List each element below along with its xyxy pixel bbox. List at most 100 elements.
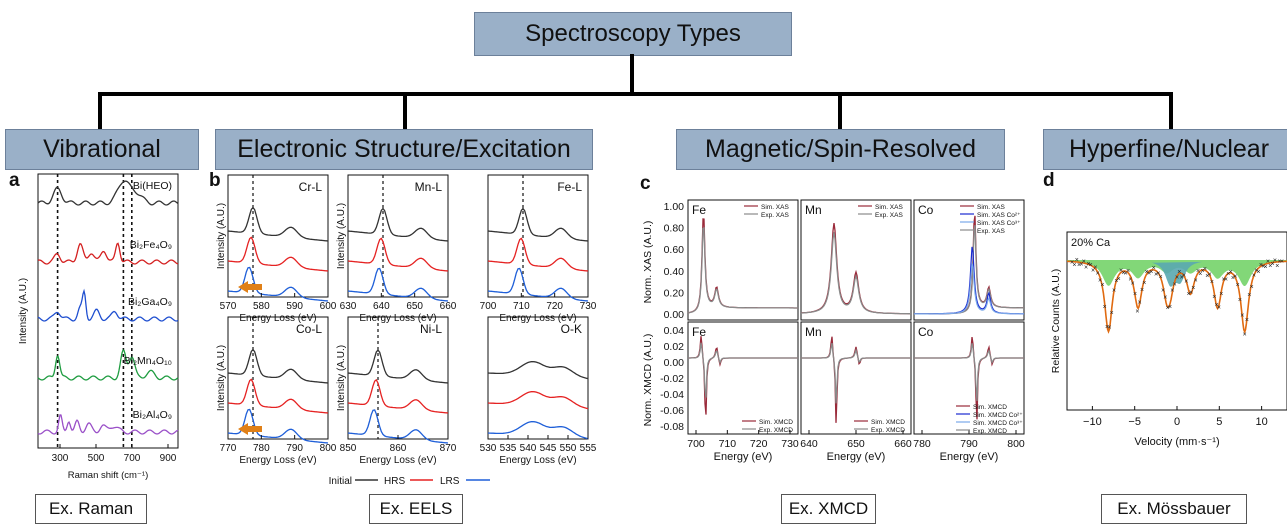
xmcd-series-2-exp [914, 343, 1024, 401]
xmcd-series-0-exp [688, 342, 798, 398]
mossbauer-data-point: × [1126, 268, 1130, 275]
mossbauer-data-point: × [1184, 278, 1188, 285]
mossbauer-data-point: × [1226, 271, 1230, 278]
mossbauer-data-point: × [1077, 262, 1081, 269]
xas-ytick-label-5: 0.00 [664, 309, 685, 321]
mossbauer-data-point: × [1187, 291, 1191, 298]
xas-element-label-2: Co [918, 203, 934, 217]
tree-connector-hyperfine [1169, 92, 1173, 130]
raman-sample-label-1: Bi₂Fe₄O₉ [130, 239, 172, 251]
eels-xlabel-4: Energy Loss (eV) [359, 455, 436, 466]
mossbauer-data-point: × [1205, 273, 1209, 280]
eels-xtick-label-2-3: 730 [580, 301, 597, 312]
eels-edge-label-3: Co-L [296, 322, 322, 336]
eels-ylabel-3: Intensity (A.U.) [216, 345, 227, 411]
xmcd-ytick-label-0: 0.04 [664, 325, 685, 337]
eels-xtick-label-4-2: 870 [440, 443, 457, 454]
xas-element-label-1: Mn [805, 203, 822, 217]
eels-xtick-label-4-1: 860 [390, 443, 407, 454]
eels-xtick-label-0-0: 570 [220, 301, 237, 312]
tree-connector-magnetic [838, 92, 842, 130]
raman-series-2 [37, 288, 179, 322]
example-eels-label: Ex. EELS [369, 494, 463, 524]
mossbauer-data-point: × [1121, 270, 1125, 277]
eels-xlabel-0: Energy Loss (eV) [239, 313, 316, 324]
raman-sample-label-2: Bi₂Ga₄O₉ [128, 296, 172, 308]
mossbauer-data-point: × [1203, 266, 1207, 273]
raman-xtick-label-1: 500 [88, 453, 105, 464]
eels-edge-label-5: O-K [561, 322, 582, 336]
xmcd-ytick-label-4: -0.04 [660, 389, 684, 401]
eels-xtick-label-5-1: 535 [500, 443, 517, 454]
xmcd-xtick-label-0-2: 720 [750, 438, 768, 450]
eels-xtick-label-5-0: 530 [480, 443, 497, 454]
xas-ytick-label-0: 1.00 [664, 201, 685, 213]
mossbauer-data-point: × [1233, 273, 1237, 280]
mossbauer-data-point: × [1231, 275, 1235, 282]
mossbauer-data-point: × [1210, 279, 1214, 286]
mossbauer-data-point: × [1198, 271, 1202, 278]
mossbauer-data-point: × [1105, 324, 1109, 331]
xmcd-ylabel: Norm. XMCD (A.U.) [642, 334, 654, 427]
xas-series-0-exp [687, 226, 798, 314]
xmcd-element-label-1: Mn [805, 325, 822, 339]
mossbauer-data-point: × [1219, 291, 1223, 298]
mossbauer-xtick-label-3: 5 [1216, 416, 1222, 428]
mossbauer-data-point: × [1280, 259, 1284, 266]
mossbauer-data-point: × [1245, 317, 1249, 324]
eels-frame-co-l [227, 316, 329, 440]
eels-xtick-label-0-1: 580 [253, 301, 270, 312]
mossbauer-data-point: × [1128, 277, 1132, 284]
mossbauer-data-point: × [1229, 269, 1233, 276]
mossbauer-data-point: × [1208, 272, 1212, 279]
mossbauer-sextet-fill [1067, 260, 1287, 286]
mossbauer-data-point: × [1145, 269, 1149, 276]
eels-edge-label-2: Fe-L [557, 180, 582, 194]
xmcd-xtick-label-2-0: 780 [913, 438, 931, 450]
panel-a-letter: a [9, 170, 20, 191]
mossbauer-data-point: × [1124, 271, 1128, 278]
eels-legend-lrs-label: LRS [440, 476, 460, 487]
xas-legend-fe-label-1: Exp. XAS [761, 212, 789, 219]
mossbauer-data-point: × [1170, 287, 1174, 294]
mossbauer-data-point: × [1112, 287, 1116, 294]
xas-legend-co-label-0: Sim. XAS [977, 204, 1005, 211]
eels-series-3-0 [227, 348, 329, 384]
root-title: Spectroscopy Types [474, 12, 792, 56]
category-electronic-structure: Electronic Structure/Excitation [215, 129, 593, 170]
mossbauer-data-point: × [1191, 285, 1195, 292]
mossbauer-data-point: × [1194, 278, 1198, 285]
mossbauer-data-point: × [1236, 282, 1240, 289]
eels-xtick-label-1-2: 650 [406, 301, 423, 312]
raman-sample-label-0: Bi(HEO) [133, 180, 172, 192]
mossbauer-data-point: × [1254, 267, 1258, 274]
panel-d-letter: d [1043, 170, 1055, 191]
xas-ytick-label-2: 0.60 [664, 244, 685, 256]
eels-series-1-0 [347, 207, 449, 242]
xas-legend-mn-label-1: Exp. XAS [875, 212, 903, 219]
eels-xtick-label-3-3: 800 [320, 443, 337, 454]
eels-series-5-2 [487, 420, 589, 440]
mossbauer-data-point: × [1268, 263, 1272, 270]
eels-series-2-2 [487, 267, 589, 302]
xmcd-legend-co-label-2: Sim. XMCD Co³⁺ [973, 420, 1023, 427]
mossbauer-data-point: × [1182, 273, 1186, 280]
xmcd-legend-co-label-0: Sim. XMCD [973, 404, 1007, 411]
mossbauer-data-point: × [1161, 287, 1165, 294]
mossbauer-data-point: × [1100, 282, 1104, 289]
mossbauer-data-point: × [1273, 258, 1277, 265]
mossbauer-data-point: × [1252, 272, 1256, 279]
eels-xtick-label-1-3: 660 [440, 301, 457, 312]
eels-xtick-label-5-2: 540 [520, 443, 537, 454]
mossbauer-data-point: × [1093, 264, 1097, 271]
raman-series-0 [37, 180, 179, 206]
xas-series-1-sim [800, 223, 911, 315]
category-hyperfine-nuclear: Hyperfine/Nuclear [1043, 129, 1287, 170]
mossbauer-data-point: × [1224, 276, 1228, 283]
raman-xtick-label-3: 900 [160, 453, 177, 464]
tree-connector-vibrational [98, 92, 102, 130]
xmcd-ytick-label-2: 0.00 [664, 357, 685, 369]
xmcd-legend-co-label-1: Sim. XMCD Co²⁺ [973, 412, 1023, 419]
xmcd-legend-fe-label-0: Sim. XMCD [759, 419, 793, 426]
